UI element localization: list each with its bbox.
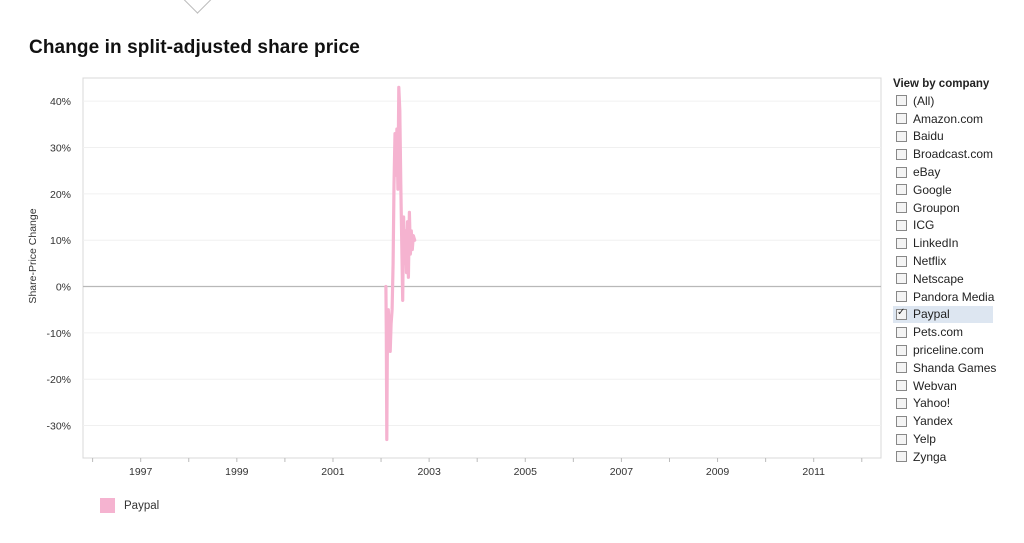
plot-area: [82, 77, 882, 459]
filter-item[interactable]: Netscape: [893, 270, 1003, 288]
filter-item-label: ICG: [913, 218, 935, 233]
filter-item[interactable]: priceline.com: [893, 341, 1003, 359]
filter-item[interactable]: LinkedIn: [893, 234, 1003, 252]
x-tick-label: 2001: [321, 466, 345, 478]
legend-label: Paypal: [124, 499, 160, 512]
filter-item[interactable]: Baidu: [893, 128, 1003, 146]
checkbox[interactable]: [896, 291, 907, 303]
y-axis-title: Share-Price Change: [27, 208, 39, 303]
filter-item-label: Zynga: [913, 449, 947, 464]
checkbox[interactable]: [896, 344, 907, 356]
filter-item-label: Netflix: [913, 254, 947, 269]
checkbox[interactable]: [896, 380, 907, 392]
checkbox[interactable]: [896, 184, 907, 196]
filter-item[interactable]: Pandora Media: [893, 288, 1003, 306]
filter-item-label: Yahoo!: [913, 396, 951, 411]
x-tick-label: 2005: [514, 466, 538, 478]
filter-item-label: Amazon.com: [913, 111, 984, 126]
filter-item[interactable]: (All): [893, 92, 1003, 110]
checkbox[interactable]: [896, 219, 907, 231]
filter-item[interactable]: Yandex: [893, 412, 1003, 430]
filter-item[interactable]: Pets.com: [893, 323, 1003, 341]
filter-item[interactable]: Yelp: [893, 430, 1003, 448]
x-tick-label: 2009: [706, 466, 730, 478]
filter-item-label: Baidu: [913, 129, 944, 144]
page-title: Change in split-adjusted share price: [29, 37, 360, 58]
filter-item-label: Pandora Media: [913, 289, 995, 304]
y-tick-label: -30%: [46, 421, 71, 433]
filter-item[interactable]: Yahoo!: [893, 395, 1003, 413]
filter-item-label: priceline.com: [913, 343, 984, 358]
filter-item-label: Netscape: [913, 271, 964, 286]
x-tick-label: 2007: [610, 466, 634, 478]
checkbox[interactable]: [896, 95, 907, 107]
legend-swatch: [100, 498, 115, 513]
filter-item[interactable]: Google: [893, 181, 1003, 199]
filter-item-label: (All): [913, 93, 935, 108]
checkbox[interactable]: [896, 148, 907, 160]
filter-item-label: LinkedIn: [913, 236, 959, 251]
checkbox[interactable]: [896, 113, 907, 125]
y-tick-label: 30%: [50, 143, 71, 155]
checkbox[interactable]: [896, 362, 907, 374]
filter-item[interactable]: eBay: [893, 163, 1003, 181]
filter-item-label: Paypal: [913, 307, 950, 322]
checkbox-checked[interactable]: [896, 307, 907, 320]
filter-item-label: Yandex: [913, 414, 953, 429]
checkbox[interactable]: [896, 415, 907, 427]
y-tick-label: 10%: [50, 235, 71, 247]
filter-item-label: Groupon: [913, 200, 960, 215]
filter-item[interactable]: Shanda Games: [893, 359, 1003, 377]
filter-item-label: Shanda Games: [913, 360, 997, 375]
filter-item-label: Yelp: [913, 432, 936, 447]
checkbox[interactable]: [896, 397, 907, 409]
filter-item-label: Webvan: [913, 378, 957, 393]
filter-item[interactable]: Paypal: [893, 305, 993, 324]
filter-item[interactable]: Groupon: [893, 199, 1003, 217]
filter-item[interactable]: ICG: [893, 217, 1003, 235]
x-tick-label: 2011: [802, 466, 825, 478]
y-tick-label: 20%: [50, 189, 71, 201]
filter-item-label: Broadcast.com: [913, 147, 994, 162]
company-filter: View by company (All) Amazon.com Baidu Broa…: [893, 77, 1003, 466]
y-tick-label: -20%: [46, 374, 71, 386]
checkbox[interactable]: [896, 451, 907, 463]
y-tick-label: 0%: [56, 282, 71, 294]
checkbox[interactable]: [896, 237, 907, 249]
y-tick-label: -10%: [46, 328, 71, 340]
x-tick-label: 2003: [417, 466, 441, 478]
checkbox[interactable]: [896, 273, 907, 285]
x-tick-label: 1999: [225, 466, 249, 478]
filter-item-label: Pets.com: [913, 325, 964, 340]
chart-legend: Paypal: [100, 498, 159, 513]
filter-item[interactable]: Amazon.com: [893, 110, 1003, 128]
filter-item[interactable]: Broadcast.com: [893, 145, 1003, 163]
filter-item[interactable]: Netflix: [893, 252, 1003, 270]
filter-item-label: Google: [913, 182, 952, 197]
checkbox[interactable]: [896, 130, 907, 142]
filter-item-label: eBay: [913, 165, 941, 180]
y-tick-label: 40%: [50, 96, 71, 108]
checkbox[interactable]: [896, 326, 907, 338]
series-line: [384, 85, 417, 442]
checkbox[interactable]: [896, 202, 907, 214]
filter-item[interactable]: Zynga: [893, 448, 1003, 466]
checkbox[interactable]: [896, 255, 907, 267]
x-tick-label: 1997: [129, 466, 153, 478]
filter-title: View by company: [893, 78, 990, 90]
filter-list: (All) Amazon.com Baidu Broadcast.com eBay Goo…: [893, 92, 1003, 466]
checkbox[interactable]: [896, 166, 907, 178]
filter-item[interactable]: Webvan: [893, 377, 1003, 395]
checkbox[interactable]: [896, 433, 907, 445]
